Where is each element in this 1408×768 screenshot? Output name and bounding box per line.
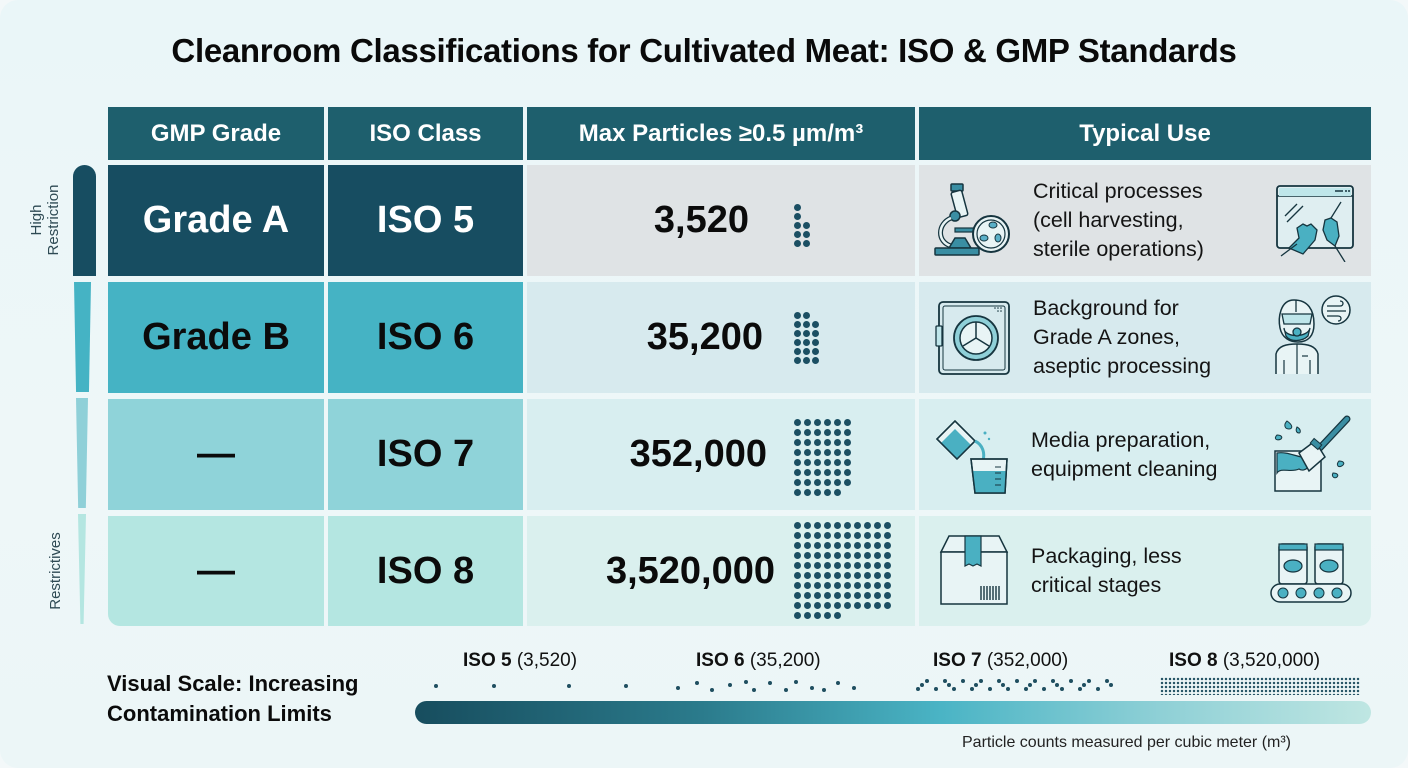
scale-label-iso6: ISO 6 (35,200) — [696, 650, 821, 671]
restriction-bar-segment-3 — [76, 398, 88, 508]
iso-class-cell: ISO 8 — [328, 516, 523, 626]
page-title: Cleanroom Classifications for Cultivated… — [171, 32, 1237, 69]
scale-label-iso5: ISO 5 (3,520) — [463, 650, 578, 671]
typical-use-text: Packaging, less critical stages — [1031, 544, 1182, 597]
pouring-beaker-icon — [935, 419, 1008, 494]
particle-density-dots — [794, 312, 824, 368]
scale-dots-iso8 — [1160, 677, 1360, 695]
microscope-petri-dish-icon — [934, 183, 1010, 256]
restriction-bar-segment-2 — [74, 282, 91, 392]
iso-class-cell: ISO 6 — [328, 282, 523, 393]
typical-use-cell: Media preparation, equipment cleaning — [919, 399, 1371, 510]
gmp-grade-cell: Grade A — [108, 165, 324, 276]
typical-use-cell: Packaging, less critical stages — [919, 516, 1371, 626]
header-typical-use: Typical Use — [919, 107, 1371, 160]
restriction-bar-segment-1 — [73, 165, 96, 276]
restriction-bar-segment-4 — [78, 514, 86, 624]
cleaning-brush-icon — [1274, 415, 1351, 492]
max-particles-value: 3,520,000 — [605, 549, 775, 592]
max-particles-value: 352,000 — [629, 433, 767, 475]
gloved-hands-biosafety-cabinet-icon — [1276, 185, 1354, 262]
max-particles-cell: 3,520,000 — [527, 516, 915, 626]
max-particles-value: 3,520 — [653, 199, 749, 241]
barcode-box-icon — [939, 535, 1009, 605]
measurement-note: Particle counts measured per cubic meter… — [962, 734, 1291, 751]
contamination-gradient-bar — [415, 701, 1371, 724]
gmp-grade-cell: — — [108, 399, 324, 510]
scale-label-iso8: ISO 8 (3,520,000) — [1169, 650, 1321, 671]
particle-density-dots — [794, 204, 814, 247]
typical-use-text: Background for Grade A zones, aseptic pr… — [1033, 296, 1212, 378]
restrictives-label: Restrictives — [47, 532, 64, 610]
max-particles-value: 35,200 — [646, 316, 763, 358]
max-particles-cell: 35,200 — [527, 282, 915, 393]
iso-class-cell: ISO 5 — [328, 165, 523, 276]
particle-density-dots — [794, 522, 894, 622]
header-iso-class: ISO Class — [328, 107, 523, 160]
conveyor-belt-icon — [1270, 543, 1352, 603]
typical-use-cell: Background for Grade A zones, aseptic pr… — [919, 282, 1371, 393]
scale-label-iso7: ISO 7 (352,000) — [933, 650, 1069, 671]
header-gmp-grade: GMP Grade — [108, 107, 324, 160]
max-particles-cell: 3,520 — [527, 165, 915, 276]
scale-title: Visual Scale: Increasing Contamination L… — [107, 671, 359, 726]
header-max-particles: Max Particles ≥0.5 µm/m³ — [527, 107, 915, 160]
gmp-grade-cell: Grade B — [108, 282, 324, 393]
gmp-grade-cell: — — [108, 516, 324, 626]
typical-use-text: Media preparation, equipment cleaning — [1031, 428, 1218, 481]
typical-use-text: Critical processes (cell harvesting, ste… — [1033, 179, 1204, 261]
cleanroom-suit-respirator-icon — [1275, 295, 1351, 374]
typical-use-cell: Critical processes (cell harvesting, ste… — [919, 165, 1371, 276]
iso-class-cell: ISO 7 — [328, 399, 523, 510]
particle-density-dots — [794, 419, 854, 496]
pass-through-chamber-icon — [935, 301, 1010, 375]
high-restriction-label: High Restriction — [28, 184, 62, 256]
max-particles-cell: 352,000 — [527, 399, 915, 510]
